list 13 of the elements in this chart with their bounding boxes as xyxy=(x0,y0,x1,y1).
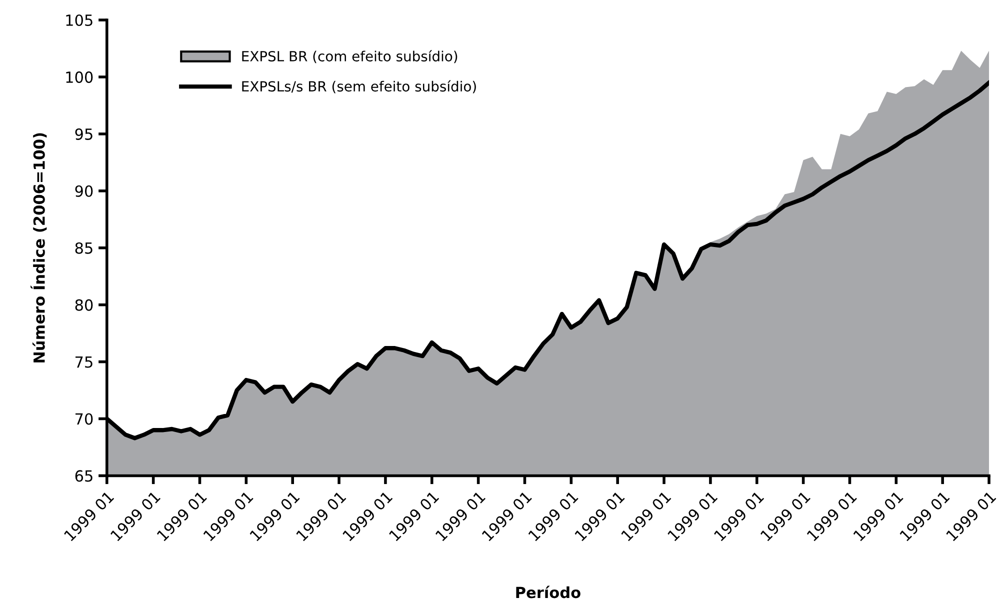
y-tick-label: 85 xyxy=(75,242,92,254)
legend-label: EXPSL BR (com efeito subsídio) xyxy=(242,50,458,64)
y-tick-label: 80 xyxy=(75,299,93,311)
y-tick-label: 105 xyxy=(66,14,92,26)
y-tick-label: 95 xyxy=(75,128,92,140)
y-tick-label: 90 xyxy=(75,185,93,197)
y-tick-label: 75 xyxy=(76,356,92,368)
y-tick-label: 70 xyxy=(76,413,93,425)
legend-label: EXPSLs/s BR (sem efeito subsídio) xyxy=(242,80,476,94)
y-tick-label: 100 xyxy=(66,71,93,83)
y-tick-label: 65 xyxy=(75,470,92,482)
x-axis-title: Período xyxy=(516,586,580,598)
y-axis-title: Número Índice (2006=100) xyxy=(30,133,47,362)
